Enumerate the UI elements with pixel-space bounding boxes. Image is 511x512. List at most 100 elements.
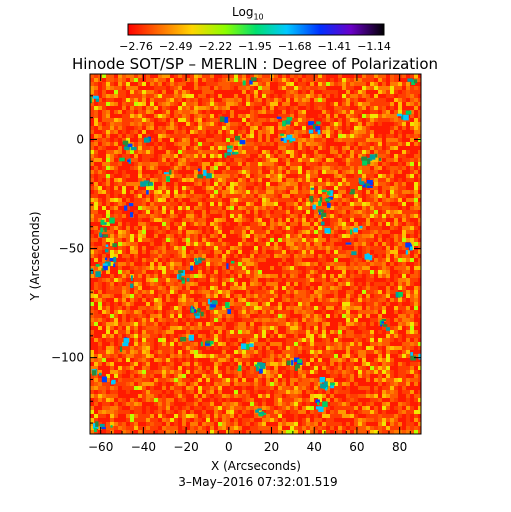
heatmap-cell — [282, 290, 286, 294]
heatmap-cell — [378, 86, 382, 90]
heatmap-cell — [238, 298, 242, 302]
heatmap-cell — [286, 254, 290, 258]
heatmap-cell — [330, 242, 334, 246]
heatmap-cell — [134, 174, 138, 178]
heatmap-cell — [354, 98, 358, 102]
heatmap-cell — [250, 234, 254, 238]
heatmap-cell — [106, 310, 110, 314]
heatmap-cell — [158, 74, 162, 78]
heatmap-cell — [162, 298, 166, 302]
heatmap-cell — [206, 270, 210, 274]
heatmap-cell — [110, 314, 114, 318]
heatmap-cell — [294, 158, 298, 162]
heatmap-cell — [230, 126, 234, 130]
heatmap-cell — [374, 234, 378, 238]
colorbar-tick-label: −1.14 — [357, 40, 391, 53]
heatmap-cell — [194, 306, 198, 310]
heatmap-cell — [394, 298, 398, 302]
heatmap-cell — [370, 122, 374, 126]
heatmap-cell — [266, 94, 270, 98]
heatmap-cell — [282, 74, 286, 78]
heatmap-cell — [342, 150, 346, 154]
heatmap-cell — [334, 118, 338, 122]
heatmap-cell — [90, 166, 94, 170]
heatmap-cell — [346, 258, 350, 262]
heatmap-cell — [346, 134, 350, 138]
heatmap-cell — [262, 174, 266, 178]
heatmap-cell — [410, 234, 414, 238]
heatmap-cell — [94, 118, 98, 122]
heatmap-cell — [130, 94, 134, 98]
heatmap-cell — [402, 198, 406, 202]
heatmap-cell — [358, 170, 362, 174]
heatmap-cell — [118, 122, 122, 126]
heatmap-cell — [322, 306, 326, 310]
heatmap-cell — [158, 206, 162, 210]
heatmap-cell — [170, 194, 174, 198]
heatmap-cell — [322, 290, 326, 294]
heatmap-cell — [190, 154, 194, 158]
heatmap-cell — [178, 266, 182, 270]
heatmap-cell — [314, 130, 318, 134]
heatmap-cell — [310, 78, 314, 82]
heatmap-cell — [206, 226, 210, 230]
heatmap-cell — [242, 114, 246, 118]
heatmap-cell — [126, 270, 130, 274]
heatmap-cell — [134, 294, 138, 298]
heatmap-cell — [266, 254, 270, 258]
heatmap-cell — [374, 286, 378, 290]
heatmap-cell — [126, 310, 130, 314]
heatmap-cell — [282, 158, 286, 162]
heatmap-cell — [210, 182, 214, 186]
heatmap-cell — [318, 150, 322, 154]
heatmap-cell — [314, 134, 318, 138]
heatmap-cell — [246, 86, 250, 90]
heatmap-cell — [118, 190, 122, 194]
heatmap-cell — [138, 118, 142, 122]
heatmap-cell — [346, 186, 350, 190]
heatmap-cell — [398, 138, 402, 142]
heatmap-cell — [286, 150, 290, 154]
heatmap-cell — [142, 262, 146, 266]
heatmap-cell — [342, 306, 346, 310]
heatmap-cell — [182, 190, 186, 194]
heatmap-cell — [138, 306, 142, 310]
heatmap-cell — [334, 266, 338, 270]
heatmap-cell — [146, 198, 150, 202]
heatmap-cell — [234, 218, 238, 222]
heatmap-cell — [230, 238, 234, 242]
heatmap-cell — [166, 186, 170, 190]
heatmap-cell — [262, 206, 266, 210]
heatmap-cell — [238, 194, 242, 198]
heatmap-cell — [318, 174, 322, 178]
heatmap-cell — [374, 122, 378, 126]
heatmap-cell — [226, 130, 230, 134]
heatmap-cell — [338, 90, 342, 94]
heatmap-cell — [322, 174, 326, 178]
heatmap-cell — [366, 294, 370, 298]
heatmap-cell — [278, 258, 282, 262]
heatmap-cell — [402, 162, 406, 166]
heatmap-cell — [366, 170, 370, 174]
heatmap-cell — [302, 226, 306, 230]
heatmap-cell — [242, 262, 246, 266]
heatmap-cell — [114, 206, 118, 210]
heatmap-cell — [94, 158, 98, 162]
heatmap-cell — [134, 186, 138, 190]
heatmap-cell — [274, 302, 278, 306]
heatmap-cell — [310, 90, 314, 94]
heatmap-cell — [286, 262, 290, 266]
heatmap-cell — [330, 282, 334, 286]
heatmap-cell — [198, 210, 202, 214]
heatmap-cell — [158, 126, 162, 130]
heatmap-cell — [102, 110, 106, 114]
heatmap-cell — [358, 202, 362, 206]
heatmap-cell — [142, 234, 146, 238]
heatmap-cell — [110, 118, 114, 122]
heatmap-cell — [358, 250, 362, 254]
heatmap-cell — [390, 166, 394, 170]
heatmap-cell — [158, 142, 162, 146]
heatmap-cell — [230, 198, 234, 202]
heatmap-cell — [94, 86, 98, 90]
heatmap-cell — [154, 190, 158, 194]
